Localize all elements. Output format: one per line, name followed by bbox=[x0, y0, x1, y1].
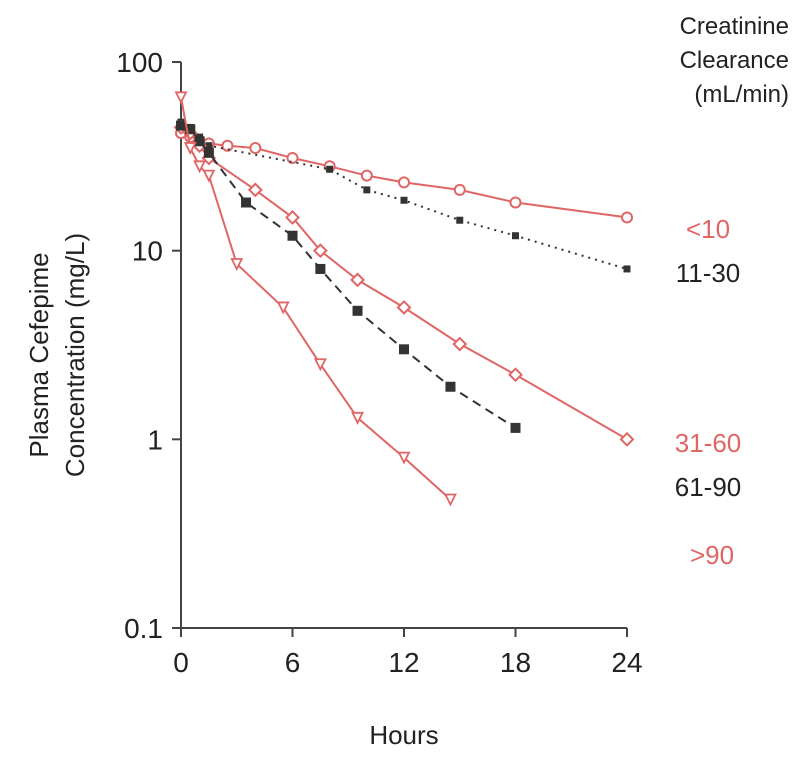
data-point bbox=[508, 367, 523, 383]
x-tick-label: 12 bbox=[388, 647, 419, 678]
data-point bbox=[351, 411, 364, 425]
data-point bbox=[194, 136, 205, 147]
series-layer bbox=[173, 91, 635, 507]
data-point bbox=[313, 358, 327, 372]
data-point bbox=[396, 300, 412, 315]
x-tick-label: 18 bbox=[500, 647, 531, 678]
data-point bbox=[174, 91, 188, 105]
series-3 bbox=[173, 120, 635, 447]
data-point bbox=[183, 142, 197, 156]
y-axis-label: Plasma Cefepime Concentration (mg/L) bbox=[24, 233, 90, 477]
y-tick-label: 100 bbox=[116, 47, 163, 78]
data-point bbox=[326, 165, 334, 173]
data-point bbox=[221, 139, 234, 152]
data-point bbox=[193, 160, 207, 174]
y-tick-label: 1 bbox=[147, 424, 163, 455]
x-axis-label: Hours bbox=[369, 720, 438, 750]
series-1 bbox=[175, 127, 633, 224]
series-2 bbox=[177, 118, 631, 273]
data-point bbox=[509, 196, 522, 209]
data-point bbox=[285, 210, 300, 225]
y-axis-label-line1: Plasma Cefepime bbox=[24, 252, 54, 457]
data-point bbox=[350, 272, 365, 288]
data-point bbox=[623, 265, 631, 273]
legend-title-line: Creatinine bbox=[680, 13, 789, 40]
legend-title: Creatinine Clearance (mL/min) bbox=[680, 13, 789, 108]
data-point bbox=[286, 151, 299, 164]
data-point bbox=[247, 182, 263, 198]
data-point bbox=[400, 196, 408, 204]
data-point bbox=[176, 120, 186, 131]
legend-entry: <10 bbox=[686, 214, 730, 244]
series-4 bbox=[176, 120, 521, 433]
x-tick-label: 6 bbox=[285, 647, 301, 678]
data-point bbox=[230, 258, 244, 271]
data-point bbox=[241, 197, 252, 208]
data-point bbox=[456, 216, 464, 224]
y-tick-label: 10 bbox=[132, 236, 163, 267]
y-tick-label: 0.1 bbox=[124, 613, 163, 644]
legend-title-line: Clearance bbox=[680, 47, 789, 74]
data-point bbox=[445, 381, 456, 392]
data-point bbox=[512, 232, 519, 240]
legend-title-line: (mL/min) bbox=[694, 81, 789, 108]
data-point bbox=[276, 301, 290, 315]
data-point bbox=[397, 451, 411, 465]
data-point bbox=[202, 169, 216, 183]
x-tick-label: 24 bbox=[611, 647, 642, 678]
data-point bbox=[399, 344, 409, 355]
series-line bbox=[180, 121, 628, 270]
data-point bbox=[363, 186, 371, 194]
ticks: 0 6 12 18 24 0.1 1 10 100 bbox=[116, 47, 642, 678]
series-5 bbox=[174, 91, 457, 507]
data-point bbox=[205, 142, 213, 150]
data-point bbox=[398, 176, 410, 189]
legend-entry: >90 bbox=[690, 540, 734, 570]
data-point bbox=[621, 211, 633, 224]
legend-entry: 11-30 bbox=[676, 258, 741, 288]
data-point bbox=[452, 336, 468, 352]
legend-entry: 31-60 bbox=[675, 428, 742, 458]
data-point bbox=[360, 169, 373, 182]
series-line bbox=[180, 97, 452, 501]
data-point bbox=[315, 263, 326, 274]
legend-entry: 61-90 bbox=[675, 472, 742, 502]
data-point bbox=[619, 431, 635, 447]
data-point bbox=[203, 147, 214, 158]
data-point bbox=[352, 305, 363, 316]
y-axis-label-line2: Concentration (mg/L) bbox=[60, 233, 90, 477]
legend: <10 11-30 31-60 61-90 >90 bbox=[675, 214, 742, 570]
data-point bbox=[444, 493, 457, 507]
data-point bbox=[185, 124, 196, 135]
data-point bbox=[287, 230, 298, 241]
data-point bbox=[510, 422, 521, 433]
x-tick-label: 0 bbox=[173, 647, 189, 678]
series-line bbox=[180, 126, 628, 441]
data-point bbox=[312, 243, 328, 259]
data-point bbox=[453, 183, 466, 196]
data-point bbox=[249, 142, 262, 155]
